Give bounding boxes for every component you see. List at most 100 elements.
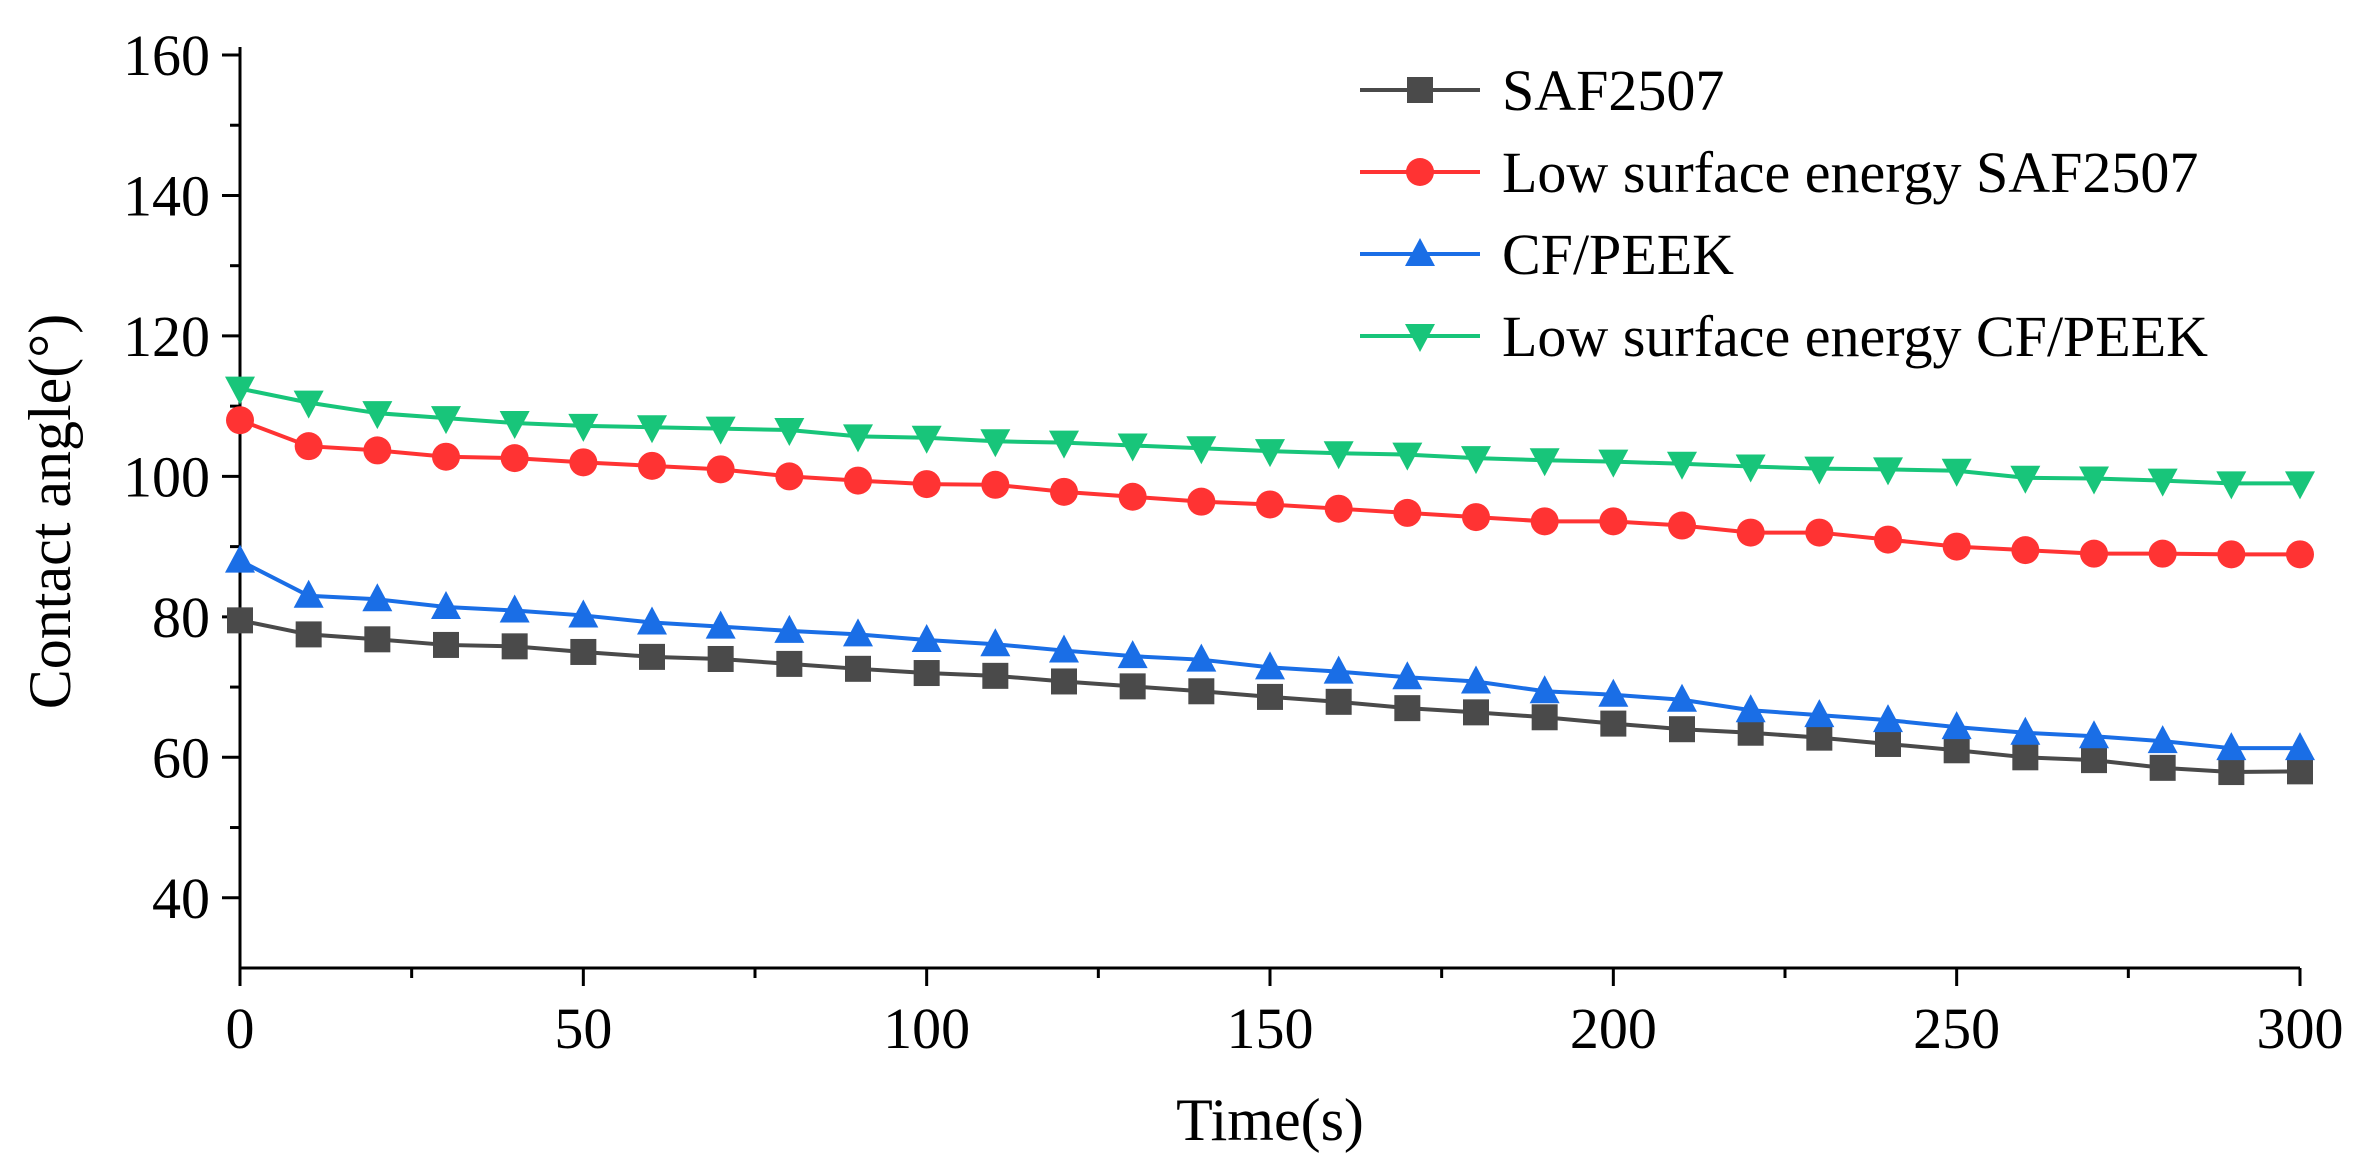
- data-point: [500, 444, 529, 473]
- y-tick-label: 80: [152, 585, 210, 650]
- data-point: [2286, 540, 2314, 569]
- data-point: [1598, 449, 1629, 478]
- data-point: [706, 455, 735, 484]
- legend-marker: [1405, 238, 1435, 266]
- data-point: [1393, 498, 1422, 527]
- data-point: [499, 411, 530, 440]
- x-tick-label: 100: [883, 996, 970, 1061]
- y-axis-title: Contact angle(°): [17, 314, 83, 710]
- x-tick-label: 150: [1227, 996, 1314, 1061]
- data-point: [1461, 665, 1491, 694]
- data-point: [362, 401, 393, 430]
- data-point: [1873, 457, 1903, 486]
- data-point: [1324, 494, 1353, 523]
- data-point: [1941, 458, 1972, 487]
- data-point: [431, 591, 461, 620]
- data-point: [2216, 471, 2247, 500]
- data-point: [2147, 468, 2178, 497]
- data-point: [981, 470, 1010, 499]
- data-point: [639, 643, 665, 670]
- data-point: [225, 544, 255, 573]
- data-point: [1737, 719, 1764, 746]
- data-point: [911, 624, 942, 653]
- data-point: [2287, 758, 2313, 785]
- data-point: [1392, 442, 1423, 471]
- series-3: [225, 376, 2315, 500]
- data-point: [569, 448, 598, 477]
- data-point: [1186, 436, 1217, 465]
- data-point: [1323, 441, 1354, 470]
- data-point: [1531, 704, 1558, 731]
- data-point: [225, 376, 255, 405]
- data-point: [845, 655, 871, 682]
- legend-label: Low surface energy SAF2507: [1502, 140, 2198, 205]
- data-point: [2079, 720, 2109, 749]
- data-point: [982, 662, 1009, 689]
- legend-marker: [1405, 324, 1435, 352]
- data-point: [433, 631, 459, 658]
- data-point: [2010, 465, 2041, 494]
- data-point: [1049, 430, 1079, 459]
- data-point: [1257, 683, 1283, 710]
- series-layer: [225, 376, 2315, 786]
- data-point: [1529, 448, 1560, 477]
- data-point: [2149, 754, 2176, 781]
- legend-marker: [1406, 158, 1434, 186]
- data-point: [980, 628, 1011, 657]
- data-point: [1599, 507, 1628, 536]
- data-point: [1117, 433, 1148, 462]
- data-point: [2081, 747, 2107, 774]
- data-point: [843, 618, 873, 647]
- data-point: [2147, 725, 2178, 754]
- data-point: [1943, 737, 1970, 764]
- data-point: [1462, 503, 1490, 532]
- data-point: [432, 442, 460, 471]
- data-point: [499, 594, 530, 623]
- y-tick-label: 120: [123, 304, 210, 369]
- data-point: [911, 425, 942, 454]
- data-point: [570, 638, 597, 665]
- data-point: [431, 406, 461, 435]
- data-point: [705, 610, 736, 639]
- data-point: [1598, 678, 1629, 707]
- data-point: [774, 614, 805, 643]
- data-point: [1530, 507, 1559, 536]
- data-point: [2217, 540, 2246, 569]
- data-point: [1873, 704, 1903, 733]
- data-point: [1804, 456, 1835, 485]
- data-point: [1323, 655, 1354, 684]
- data-point: [2285, 732, 2315, 761]
- data-point: [2080, 539, 2108, 568]
- y-tick-label: 40: [152, 866, 210, 931]
- series-2: [225, 544, 2315, 761]
- data-point: [1118, 482, 1147, 511]
- data-point: [844, 466, 872, 495]
- data-point: [1941, 711, 1972, 740]
- data-point: [1255, 651, 1285, 680]
- data-point: [1187, 487, 1216, 516]
- legend-label: SAF2507: [1502, 58, 1724, 123]
- series-1: [226, 406, 2314, 569]
- data-point: [1461, 446, 1491, 475]
- legend-label: Low surface energy CF/PEEK: [1502, 304, 2208, 369]
- data-point: [1600, 710, 1627, 737]
- data-point: [1050, 477, 1078, 506]
- series-line: [239, 386, 2300, 486]
- data-point: [637, 415, 667, 444]
- data-point: [1255, 439, 1285, 468]
- data-point: [1805, 518, 1834, 547]
- data-point: [1875, 730, 1901, 757]
- data-point: [1051, 668, 1077, 695]
- x-tick-label: 200: [1570, 996, 1657, 1061]
- data-point: [568, 413, 599, 442]
- data-point: [501, 633, 528, 660]
- y-tick-label: 60: [152, 725, 210, 790]
- data-point: [1669, 716, 1695, 743]
- data-point: [1942, 532, 1971, 561]
- data-point: [1736, 518, 1765, 547]
- data-point: [1735, 454, 1766, 483]
- x-tick-label: 50: [554, 996, 612, 1061]
- data-point: [227, 607, 253, 634]
- data-point: [2148, 539, 2177, 568]
